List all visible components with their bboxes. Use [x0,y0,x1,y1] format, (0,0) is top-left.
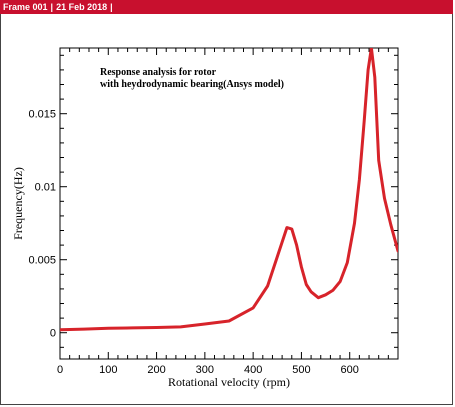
frame-header-bar: Frame 001 | 21 Feb 2018 | [0,0,453,14]
x-tick-label: 100 [99,364,117,376]
y-axis-label: Frequency(Hz) [11,167,25,240]
y-tick-label: 0.015 [28,109,56,121]
y-tick-label: 0.005 [28,255,56,267]
y-tick-label: 0.01 [35,182,56,194]
response-chart: 0 100 200 300 400 500 600 0 0.005 0.01 0.015 Respo… [11,47,399,389]
labels-group: Response analysis for rotor with heydrod… [11,67,290,389]
ticks-group: 0 100 200 300 400 500 600 0 0.005 0.01 0.015 [28,48,398,376]
date-label: 21 Feb 2018 [56,2,108,12]
x-tick-label: 600 [341,364,359,376]
frame-label: Frame 001 [3,2,48,12]
x-tick-label: 300 [196,364,214,376]
x-axis-label: Rotational velocity (rpm) [168,375,290,389]
x-tick-label: 400 [244,364,262,376]
x-tick-label: 500 [292,364,310,376]
annotation-line-1: Response analysis for rotor [100,67,217,78]
frequency-response-line [60,48,398,332]
x-tick-label: 0 [57,364,63,376]
axes-group [59,47,399,360]
x-tick-label: 200 [147,364,165,376]
y-tick-label: 0 [50,328,56,340]
series-group [60,48,398,332]
header-separator: | [50,2,54,12]
plot-area-border [59,47,399,360]
header-separator: | [110,2,113,12]
annotation-line-2: with heydrodynamic bearing(Ansys model) [100,79,284,90]
